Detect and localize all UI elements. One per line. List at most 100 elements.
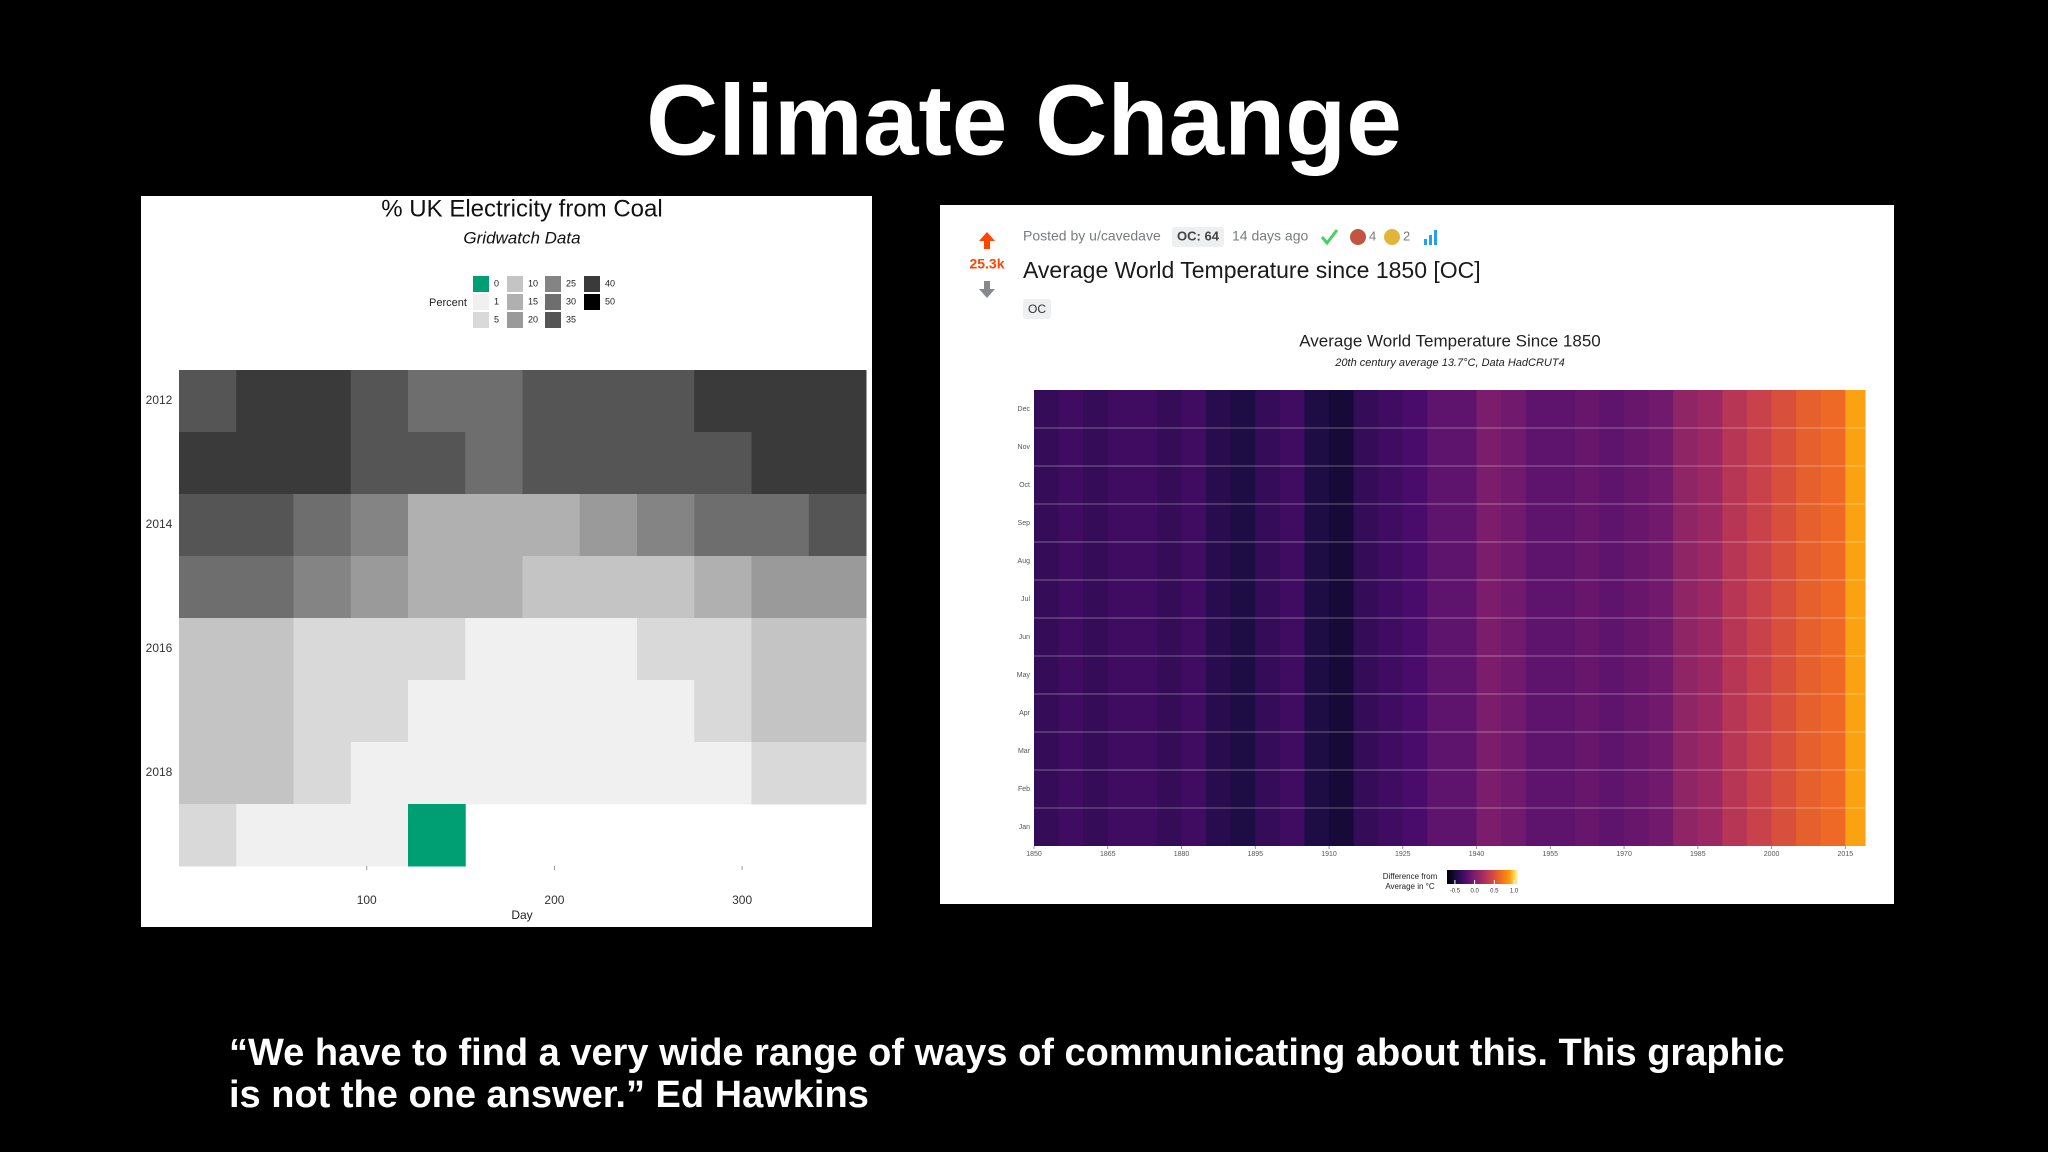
upvote-arrow[interactable] (979, 232, 995, 249)
legend-label: 5 (494, 314, 499, 324)
colorbar-label: -0.5 (1450, 889, 1461, 895)
award-icon (1384, 229, 1400, 245)
heat-column (1451, 390, 1478, 846)
heat-cell (465, 556, 523, 619)
heat-column (1132, 390, 1158, 846)
heat-cell (579, 432, 638, 495)
legend-swatch (545, 276, 561, 292)
heat-cell (751, 742, 810, 805)
x-tick-label: 1985 (1690, 851, 1706, 858)
award-count: 4 (1369, 228, 1376, 243)
y-tick-label: Dec (1018, 406, 1031, 413)
legend-swatch (545, 312, 561, 328)
x-tick-label: 2000 (1764, 851, 1780, 858)
heat-cell (236, 432, 294, 495)
posted-by[interactable]: Posted by u/cavedave (1023, 228, 1161, 244)
heat-cell (694, 680, 752, 743)
heat-cell (293, 680, 352, 743)
heat-column (1697, 390, 1723, 846)
heat-column (1329, 390, 1355, 846)
heat-cell (408, 804, 466, 867)
heat-cell (350, 618, 409, 681)
legend-label: 25 (566, 278, 576, 288)
score: 25.3k (969, 256, 1004, 272)
heat-cell (293, 742, 352, 805)
colorbar-title: Average in °C (1385, 882, 1435, 891)
heat-cell (522, 680, 581, 743)
heat-cell (579, 556, 638, 619)
heat-column (1156, 390, 1183, 846)
heat-cell (522, 370, 581, 433)
coal-title: % UK Electricity from Coal (381, 195, 662, 222)
heat-cell (408, 370, 466, 433)
legend-swatch (584, 276, 600, 292)
y-tick-label: Jun (1019, 634, 1030, 641)
heat-cell (637, 556, 695, 619)
x-tick-label: 1955 (1543, 851, 1559, 858)
legend-label: 50 (605, 296, 615, 306)
badge: OC: 64 (1177, 228, 1220, 243)
heat-cell (293, 618, 352, 681)
heat-cell (350, 556, 409, 619)
colorbar-label: 0.5 (1490, 889, 1499, 895)
y-tick-label: Jul (1021, 596, 1030, 603)
legend-swatch (473, 294, 489, 310)
legend-swatch (507, 312, 523, 328)
heat-column (1181, 390, 1207, 846)
heat-column (1058, 390, 1084, 846)
slide-title: Climate Change (646, 64, 1402, 176)
heat-cell (465, 370, 523, 433)
heat-cell (179, 742, 237, 805)
legend-label: 35 (566, 314, 576, 324)
heat-cell (808, 680, 867, 743)
heat-cell (522, 742, 581, 805)
downvote-arrow[interactable] (979, 281, 995, 298)
flair-bg (1023, 299, 1051, 319)
heat-cell (522, 432, 581, 495)
heat-cell (808, 432, 867, 495)
legend-label: 1 (494, 296, 499, 306)
x-tick-label: 1895 (1247, 851, 1263, 858)
heat-cell (293, 370, 352, 433)
heat-column (1771, 390, 1797, 846)
heat-cell (236, 370, 294, 433)
heat-cell (694, 618, 752, 681)
colorbar-title: Difference from (1383, 872, 1438, 881)
heat-cell (350, 804, 409, 867)
legend-swatch (507, 294, 523, 310)
heat-cell (350, 494, 409, 557)
heat-column (1279, 390, 1305, 846)
y-tick-label: Feb (1018, 786, 1030, 793)
heat-cell (236, 618, 294, 681)
heat-cell (179, 494, 237, 557)
heat-cell (465, 618, 523, 681)
x-tick-label: 100 (357, 893, 377, 907)
heat-column (1746, 390, 1773, 846)
heat-cell (465, 494, 523, 557)
heat-cell (808, 494, 867, 557)
heat-cell (751, 618, 810, 681)
heat-cell (179, 804, 237, 867)
heat-cell (522, 494, 581, 557)
x-tick-label: 200 (544, 893, 564, 907)
heat-cell (694, 742, 752, 805)
heat-cell (408, 494, 466, 557)
heat-column (1353, 390, 1379, 846)
heat-cell (637, 370, 695, 433)
x-tick-label: 1940 (1469, 851, 1485, 858)
heat-cell (751, 680, 810, 743)
x-tick-label: 1925 (1395, 851, 1411, 858)
heat-cell (408, 680, 466, 743)
post-title[interactable]: Average World Temperature since 1850 [OC… (1023, 257, 1481, 283)
quote-line: is not the one answer.” Ed Hawkins (229, 1074, 869, 1116)
heat-column (1722, 390, 1748, 846)
heat-cell (350, 742, 409, 805)
heat-cell (179, 618, 237, 681)
heat-cell (579, 370, 638, 433)
heat-cell (236, 742, 294, 805)
y-tick-label: Sep (1018, 520, 1031, 527)
heat-cell (465, 742, 523, 805)
heat-cell (179, 370, 237, 433)
heat-cell (408, 432, 466, 495)
post-age: 14 days ago (1232, 228, 1308, 244)
